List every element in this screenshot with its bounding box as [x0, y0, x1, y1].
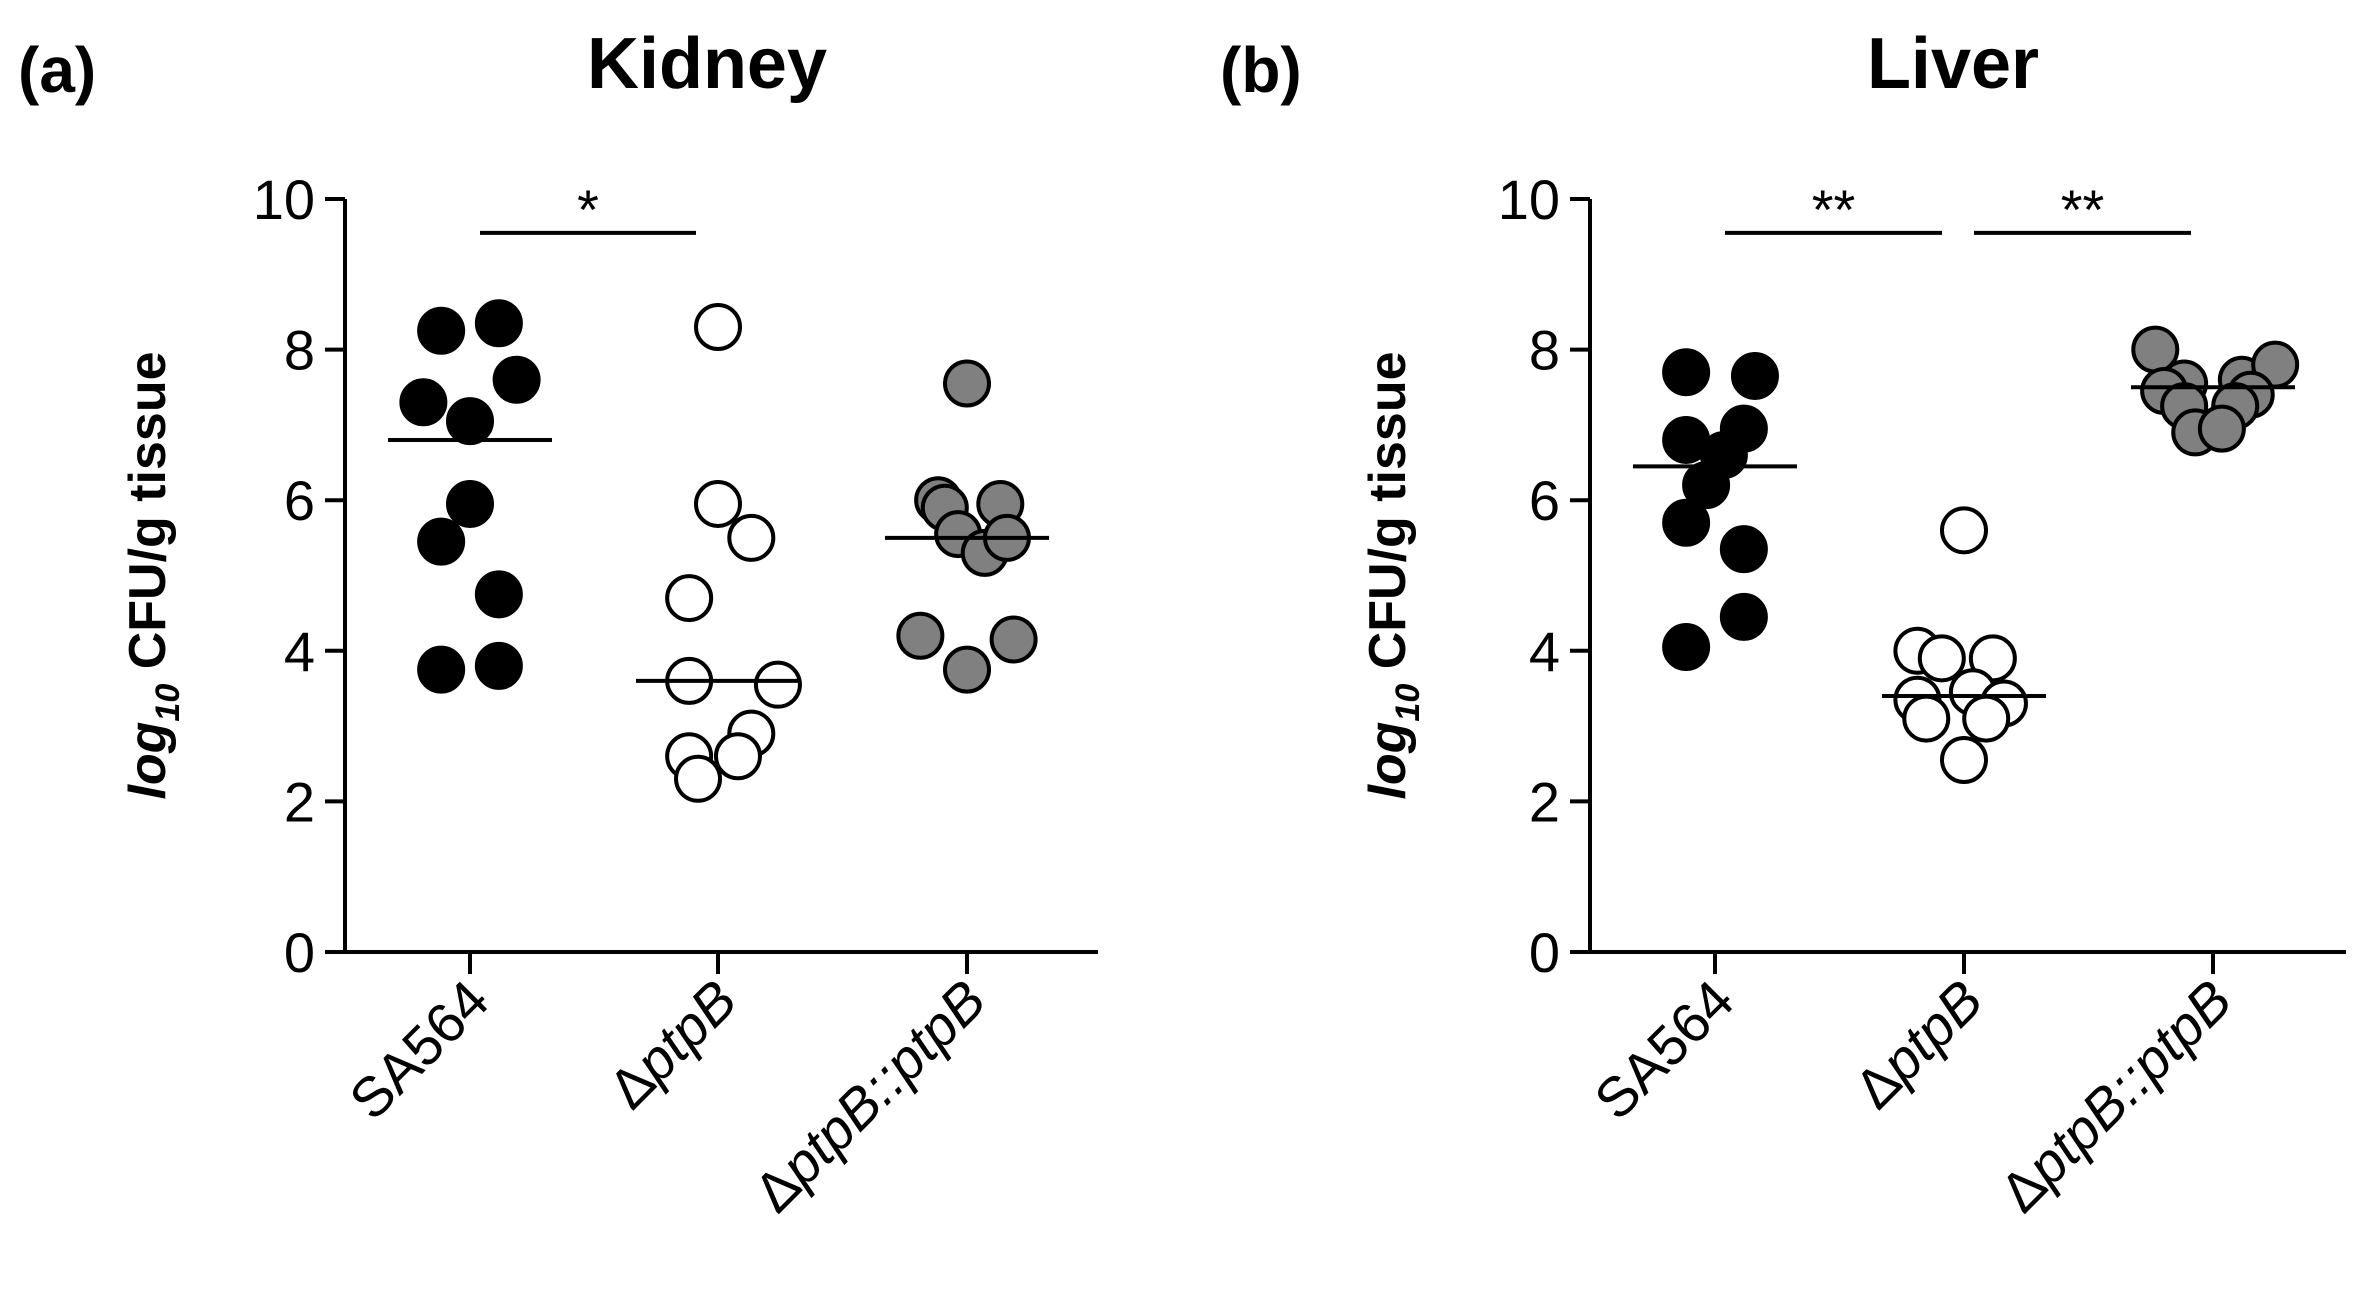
data-point: [492, 355, 541, 404]
data-point: [665, 574, 714, 623]
data-point: [1662, 415, 1711, 464]
y-tick-label: 10: [1498, 168, 1560, 231]
data-point: [1662, 348, 1711, 397]
data-point: [446, 397, 494, 446]
y-label-units: CFU/g tissue: [1359, 351, 1417, 683]
panel-label: (b): [1220, 34, 1302, 106]
data-point: [474, 641, 523, 690]
chart-title: Liver: [1867, 24, 2039, 104]
category-gene: ptpB::ptpB: [767, 968, 998, 1199]
y-label-units: CFU/g tissue: [119, 351, 177, 683]
x-category-label: SA564: [337, 968, 500, 1131]
y-tick-label: 8: [284, 319, 315, 382]
data-point: [713, 732, 762, 781]
data-point: [474, 299, 523, 348]
series-0: [388, 299, 552, 694]
y-label-log: log: [1359, 722, 1417, 800]
data-point: [674, 754, 723, 803]
significance-label: *: [577, 178, 599, 241]
y-tick-label: 10: [253, 168, 315, 231]
series-1: [1882, 506, 2046, 784]
data-point: [1682, 461, 1731, 510]
data-point: [1902, 694, 1951, 743]
y-tick-label: 0: [284, 921, 315, 984]
data-point: [399, 378, 448, 427]
y-tick-label: 4: [1529, 620, 1560, 683]
data-point: [727, 513, 776, 562]
y-tick-label: 0: [1529, 921, 1560, 984]
data-point: [989, 615, 1038, 664]
category-gene: ptpB::ptpB: [2013, 968, 2244, 1199]
y-tick-label: 4: [284, 620, 315, 683]
y-label-subscript: 10: [1389, 684, 1427, 722]
data-point: [753, 660, 802, 709]
significance-label: **: [1812, 178, 1856, 241]
data-point: [943, 645, 991, 694]
y-label-log: log: [119, 722, 177, 800]
data-point: [943, 359, 991, 408]
data-point: [2197, 404, 2246, 453]
data-point: [896, 611, 945, 660]
chart-title: Kidney: [587, 24, 827, 104]
x-category-label: ΔptpB: [596, 968, 748, 1120]
significance-label: **: [2061, 178, 2105, 241]
data-point: [1662, 623, 1711, 672]
series-1: [636, 303, 802, 803]
data-point: [417, 306, 466, 355]
x-category-label: SA564: [1582, 968, 1745, 1131]
category-name: SA564: [1582, 968, 1745, 1131]
data-point: [1962, 694, 2011, 743]
data-point: [694, 479, 742, 528]
data-point: [417, 645, 466, 694]
series-0: [1633, 348, 1797, 672]
category-name: SA564: [337, 968, 500, 1131]
y-tick-label: 2: [1529, 770, 1560, 833]
data-point: [694, 303, 742, 352]
data-point: [1917, 634, 1966, 683]
x-category-label: ΔptpB: [1842, 968, 1994, 1120]
y-tick-label: 8: [1529, 319, 1560, 382]
y-tick-label: 2: [284, 770, 315, 833]
panel-label: (a): [18, 34, 96, 106]
data-point: [446, 479, 494, 528]
y-axis-label: log10 CFU/g tissue: [1359, 351, 1427, 799]
data-point: [1719, 592, 1768, 641]
data-point: [1940, 735, 1988, 784]
series-2: [885, 359, 1049, 694]
x-category-label: ΔptpB::ptpB: [742, 968, 998, 1224]
data-point: [1662, 498, 1711, 547]
data-point: [474, 570, 523, 619]
series-2: [2131, 325, 2300, 457]
data-point: [1940, 506, 1988, 555]
data-point: [1719, 525, 1768, 574]
y-axis-label: log10 CFU/g tissue: [119, 351, 187, 799]
data-point: [417, 517, 466, 566]
y-label-subscript: 10: [149, 684, 187, 722]
x-category-label: ΔptpB::ptpB: [1988, 968, 2244, 1224]
y-tick-label: 6: [284, 469, 315, 532]
y-tick-label: 6: [1529, 469, 1560, 532]
data-point: [1730, 351, 1779, 400]
